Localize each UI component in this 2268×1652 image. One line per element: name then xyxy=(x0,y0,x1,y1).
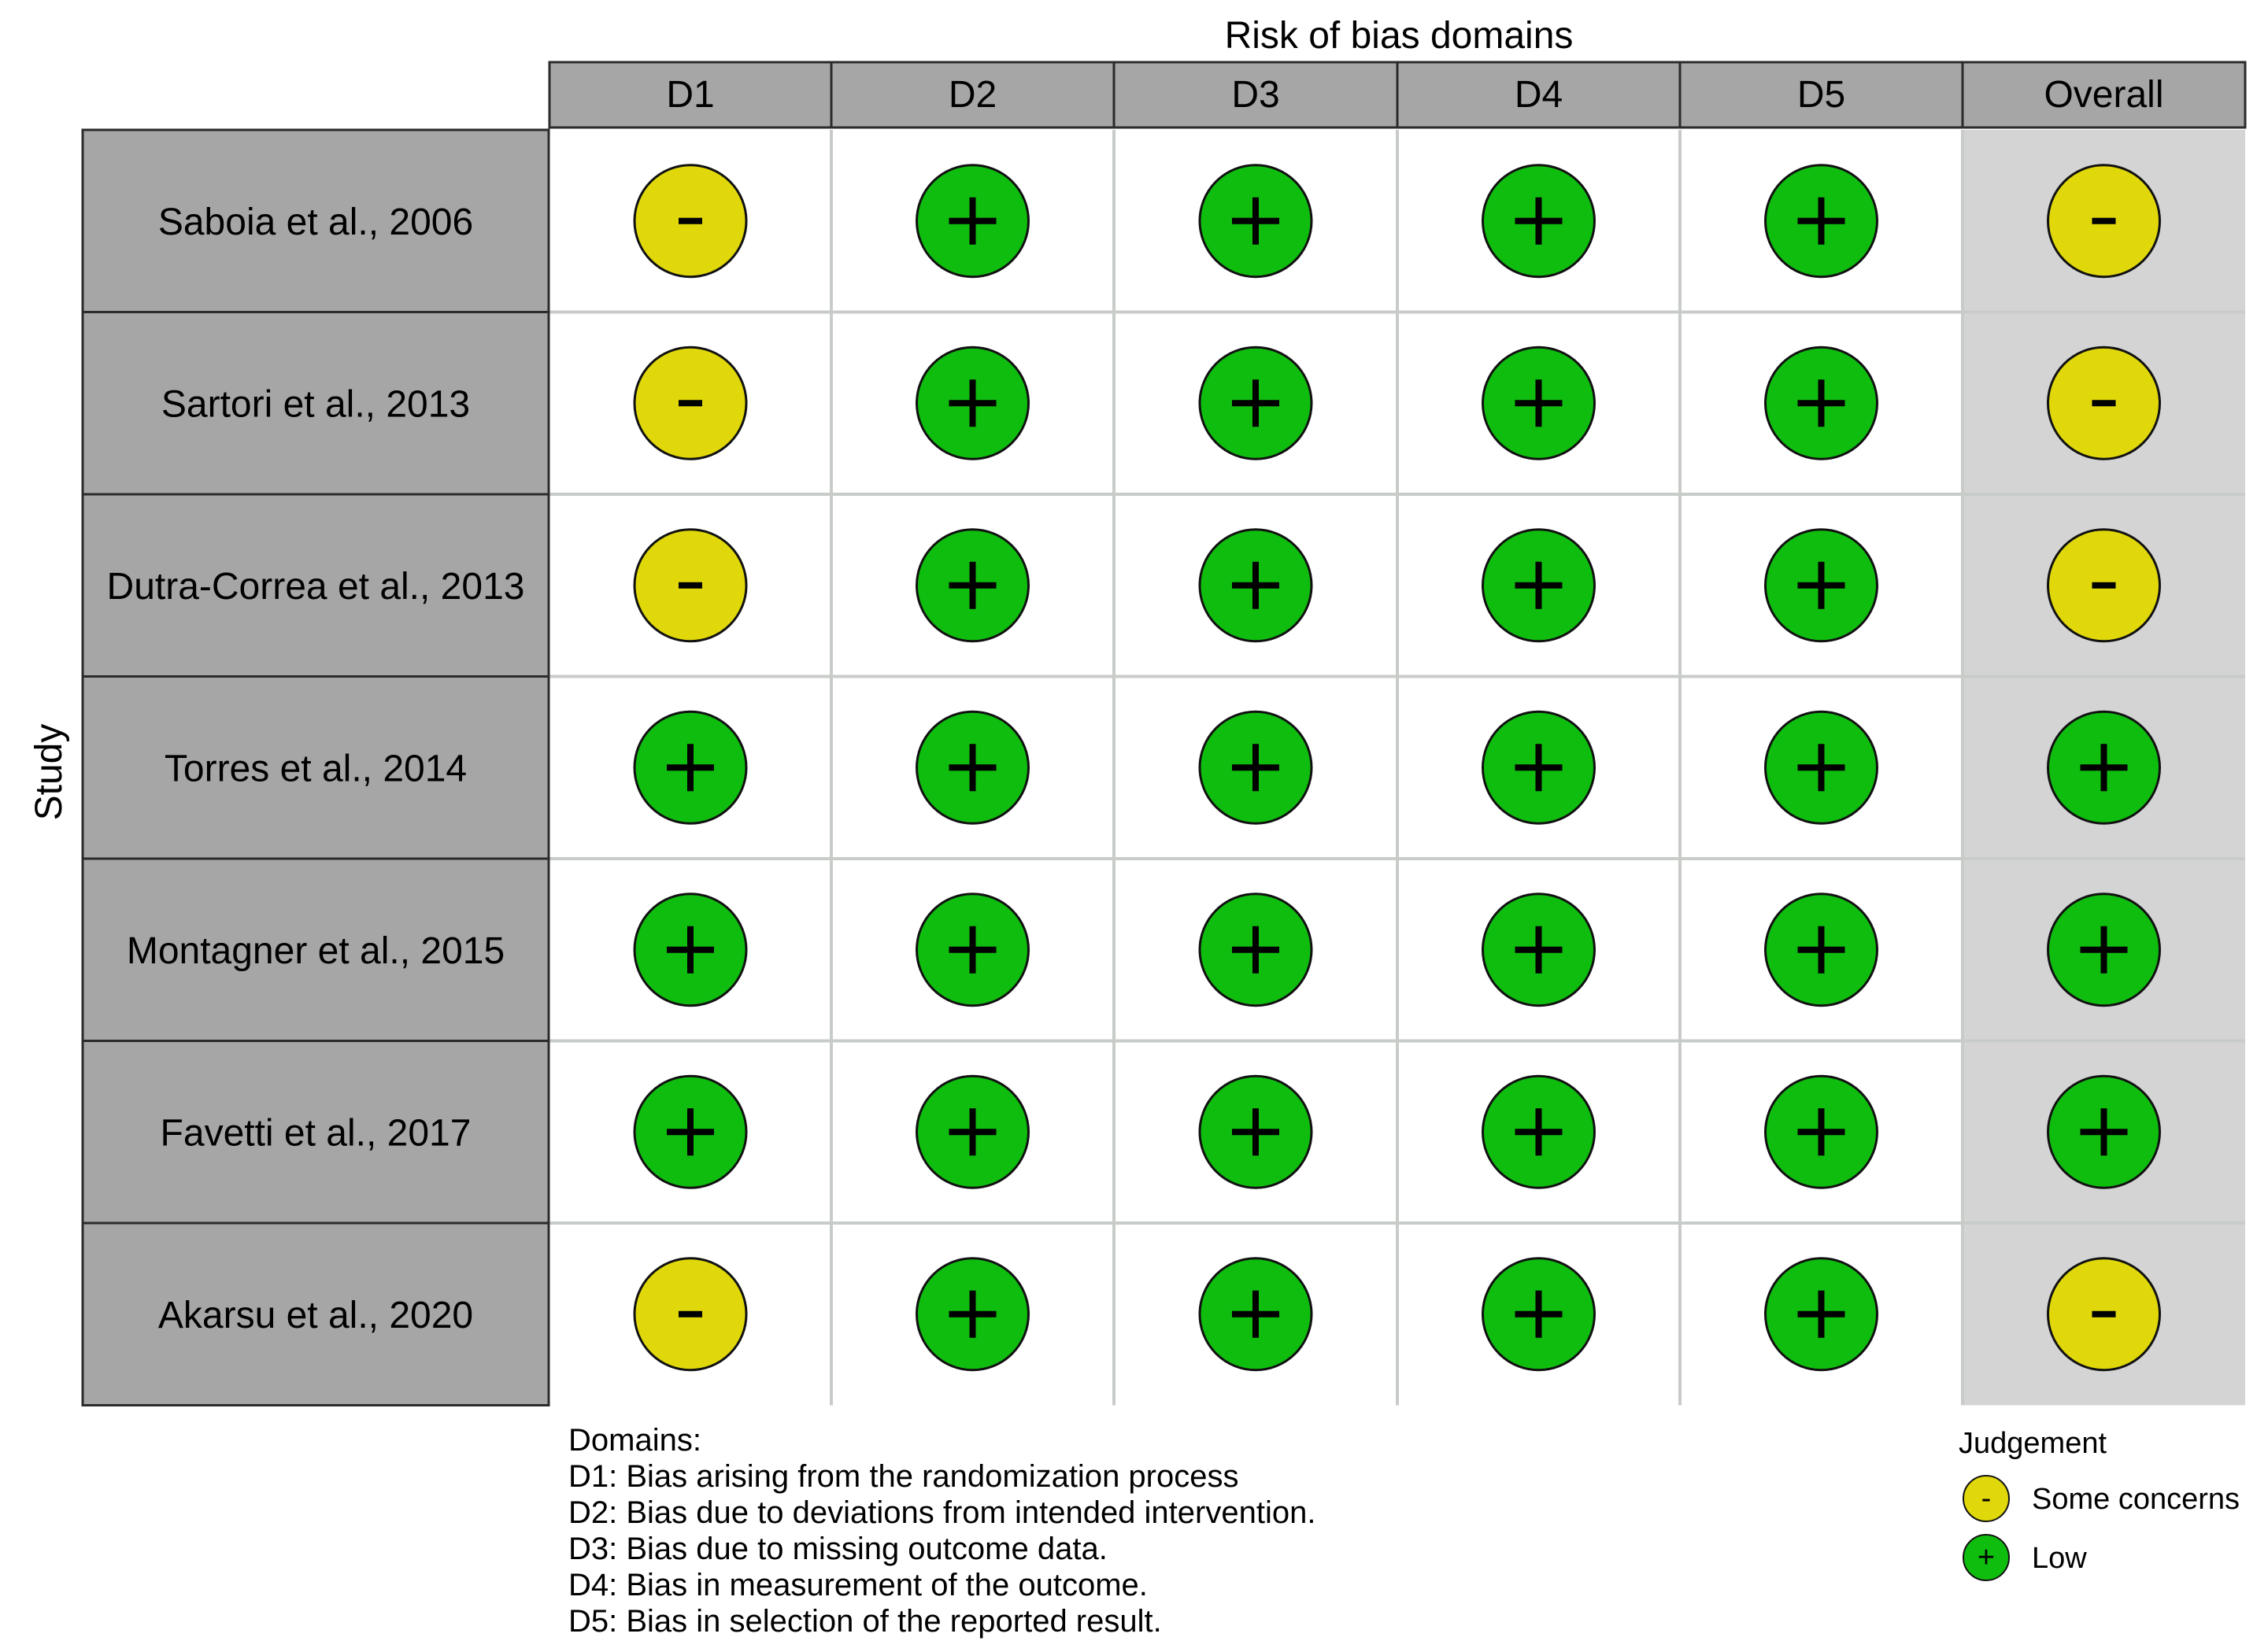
study-label-box xyxy=(81,857,550,1042)
judgement-cells xyxy=(633,164,2161,1372)
study-label-box xyxy=(81,1221,550,1406)
study-label-box xyxy=(81,311,550,496)
column-header-d2: D2 xyxy=(949,74,997,116)
study-label: Montagner et al., 2015 xyxy=(127,930,505,972)
legend-low-marker xyxy=(1963,1534,2010,1581)
study-label: Favetti et al., 2017 xyxy=(161,1112,472,1154)
column-header-d1: D1 xyxy=(666,74,714,116)
column-header-d5: D5 xyxy=(1797,74,1845,116)
domains-title: Domains: xyxy=(568,1423,701,1458)
column-header-box xyxy=(1961,61,2247,129)
column-header-d4: D4 xyxy=(1515,74,1563,116)
study-label: Torres et al., 2014 xyxy=(165,748,467,789)
legend-some-marker xyxy=(1963,1475,2010,1522)
legend-title: Judgement xyxy=(1959,1427,2107,1460)
domain-description: D1: Bias arising from the randomization … xyxy=(568,1459,1238,1494)
legend-label: Low xyxy=(2032,1542,2087,1575)
column-header-overall: Overall xyxy=(2044,74,2163,116)
domain-description: D2: Bias due to deviations from intended… xyxy=(568,1495,1315,1530)
y-axis-label: Study xyxy=(28,724,70,821)
study-label: Sartori et al., 2013 xyxy=(161,383,470,425)
plot-grid: D1 D2 D3 D4 D5 Overall Saboia et al., 2006 Sart… xyxy=(81,61,2247,1406)
domains-legend: Domains: D1: Bias arising from the rando… xyxy=(568,1423,1315,1639)
study-label: Dutra-Correa et al., 2013 xyxy=(107,566,525,608)
study-label: Akarsu et al., 2020 xyxy=(158,1295,473,1336)
legend-symbol: + xyxy=(1978,1541,1995,1574)
chart-title: Risk of bias domains xyxy=(1225,15,1574,57)
study-label-box xyxy=(81,493,550,678)
judgement-legend: Judgement - Some concerns + Low xyxy=(1959,1427,2240,1581)
study-label-box xyxy=(81,128,550,313)
domain-description: D5: Bias in selection of the reported re… xyxy=(568,1604,1162,1639)
domain-description: D4: Bias in measurement of the outcome. xyxy=(568,1568,1148,1602)
column-header-box xyxy=(548,61,833,129)
domain-description: D3: Bias due to missing outcome data. xyxy=(568,1532,1108,1566)
column-header-d3: D3 xyxy=(1231,74,1279,116)
study-label-box xyxy=(81,1040,550,1225)
legend-symbol: - xyxy=(1981,1482,1992,1515)
study-label: Saboia et al., 2006 xyxy=(158,201,473,243)
column-header-box xyxy=(1112,61,1399,129)
legend-label: Some concerns xyxy=(2032,1483,2240,1516)
